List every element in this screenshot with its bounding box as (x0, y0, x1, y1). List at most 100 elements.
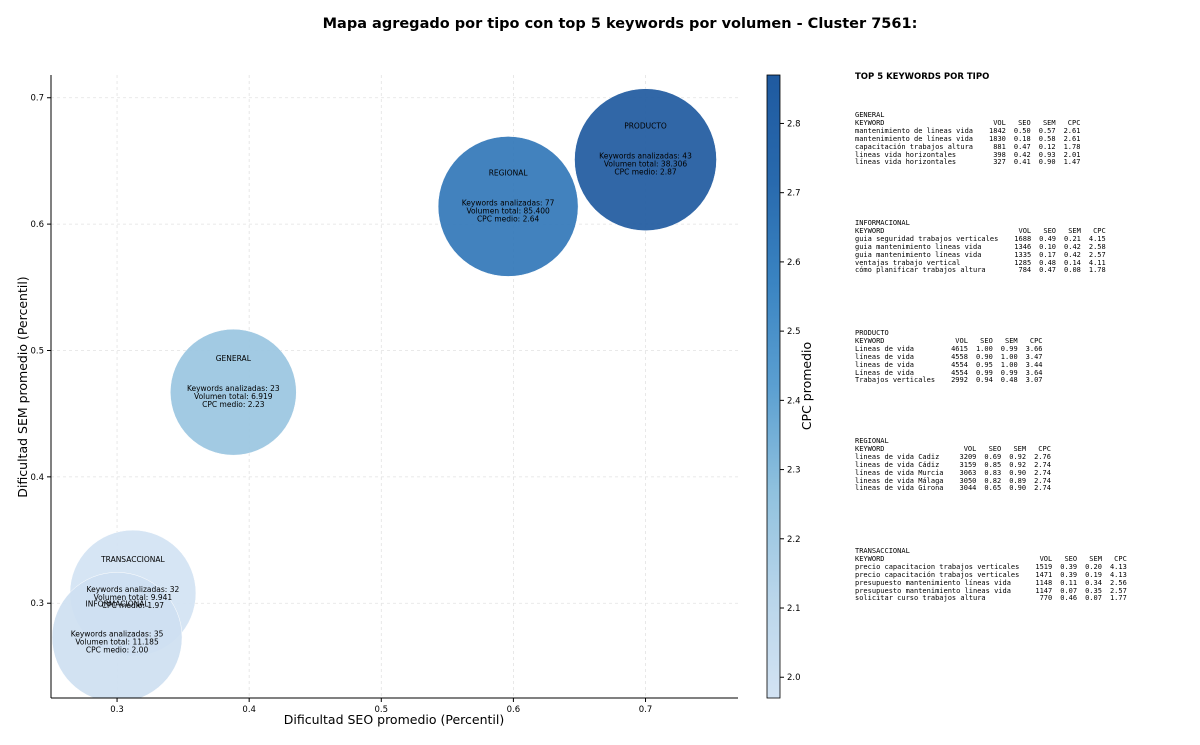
metric-cell: 4554 (951, 360, 968, 369)
metric-cell: CPC (1029, 336, 1043, 345)
metric-cell: 1335 (1014, 250, 1032, 259)
metric-cell: 2.61 (1063, 126, 1081, 135)
keyword-cell: guia mantenimiento lineas vida (855, 242, 982, 251)
table-header-row: KEYWORD VOL SEO SEM CPC (855, 227, 1106, 236)
metric-cell: 1.78 (1063, 142, 1081, 151)
metric-cell: 1148 (1035, 578, 1053, 587)
keyword-cell: mantenimiento de líneas vida (855, 134, 974, 143)
table-row: Líneas de vida 4554 0.99 0.99 3.64 (855, 368, 1043, 378)
keyword-block-general: GENERAL KEYWORD VOL SEO SEM CPC mantenimiento … (855, 111, 1081, 167)
metric-cell: 0.94 (975, 376, 993, 385)
keyword-block-regional: REGIONAL KEYWORD VOL SEO SEM CPC lineas de vid… (855, 437, 1051, 493)
metric-cell: 2.01 (1063, 150, 1081, 159)
metric-cell: 784 (1018, 266, 1032, 275)
x-tick-label: 0.6 (507, 705, 521, 715)
colorbar-label: CPC promedio (799, 342, 814, 430)
keyword-cell: lineas de vida Cádiz (855, 460, 940, 469)
metric-cell: 398 (993, 150, 1006, 159)
keyword-cell: lineas de vida (855, 360, 915, 369)
metric-cell: 4.11 (1088, 258, 1106, 267)
metric-cell: 1.47 (1063, 158, 1081, 167)
colorbar-tick-label: 2.4 (787, 396, 801, 406)
keyword-cell: precio capacitación trabajos verticales (855, 570, 1020, 579)
keyword-cell: líneas vida horizontales (855, 158, 957, 167)
metric-cell: 0.90 (1009, 484, 1027, 493)
metric-cell: 0.20 (1085, 562, 1102, 571)
keyword-cell: Líneas de vida (855, 368, 915, 377)
metric-cell: 0.12 (1038, 142, 1056, 151)
keyword-cell: guia mantenimiento líneas vida (855, 250, 982, 259)
bubble-keywords-label: Keywords analizadas: 43 (599, 152, 692, 161)
keyword-cell: KEYWORD (855, 118, 885, 127)
table-header-row: KEYWORD VOL SEO SEM CPC (855, 444, 1051, 454)
block-type-label: REGIONAL (855, 437, 889, 445)
metric-cell: 3.66 (1025, 344, 1043, 353)
metric-cell: 0.08 (1064, 266, 1081, 275)
keyword-cell: lineas de vida Málaga (855, 476, 944, 485)
block-type-label: TRANSACCIONAL (855, 547, 910, 555)
table-row: guia mantenimiento líneas vida 1335 0.17 0.… (855, 250, 1106, 260)
table-row: líneas de vida 4558 0.90 1.00 3.47 (855, 352, 1043, 362)
metric-cell: 0.07 (1060, 586, 1078, 595)
keyword-table: KEYWORD VOL SEO SEM CPC guia seguridad trabaj… (855, 227, 1106, 275)
metric-cell: 2.74 (1034, 460, 1051, 469)
metric-cell: 0.69 (984, 452, 1002, 461)
metric-cell: SEM (1005, 336, 1018, 345)
bubble-volume-label: Volumen total: 9.941 (94, 593, 173, 602)
keyword-block-producto: PRODUCTO KEYWORD VOL SEO SEM CPC Lineas de vid… (855, 329, 1043, 385)
metric-cell: VOL (993, 118, 1006, 127)
metric-cell: 2.56 (1109, 578, 1127, 587)
colorbar: 2.0 2.1 2.2 2.3 2.4 2.5 2.6 2.7 2.8 (766, 74, 801, 699)
block-type-label: INFORMACIONAL (855, 219, 910, 227)
bubble-general (170, 328, 297, 456)
metric-cell: VOL (963, 444, 977, 453)
keyword-cell: capacitación trabajos altura (855, 142, 974, 151)
y-axis-label: Dificultad SEM promedio (Percentil) (15, 276, 30, 497)
keyword-table: KEYWORD VOL SEO SEM CPC precio capacitacion t… (855, 554, 1127, 603)
keyword-cell: líneas de vida Murcia (855, 468, 944, 477)
metric-cell: 0.93 (1038, 150, 1056, 159)
keyword-cell: guia seguridad trabajos verticales (855, 234, 999, 243)
table-row: precio capacitacion trabajos verticales 1… (855, 562, 1127, 572)
metric-cell: 4615 (951, 344, 968, 353)
metric-cell: 0.89 (1009, 476, 1027, 485)
metric-cell: 0.17 (1039, 250, 1057, 259)
keyword-table: KEYWORD VOL SEO SEM CPC lineas de vida Cadiz 3… (855, 444, 1051, 493)
y-tick-label: 0.6 (30, 220, 44, 230)
table-row: solicitar curso trabajos altura 770 0.46 0.… (855, 595, 1127, 603)
metric-cell: 2.58 (1088, 242, 1106, 251)
y-tick-label: 0.7 (30, 94, 44, 104)
bubble-cpc-label: CPC medio: 2.87 (614, 168, 677, 177)
metric-cell: 0.48 (1000, 376, 1018, 385)
table-row: presupuesto mantenimiento lineas vida 114… (855, 586, 1127, 596)
metric-cell: SEM (1013, 444, 1027, 453)
metric-cell: 0.11 (1060, 578, 1078, 587)
y-tick-label: 0.4 (30, 473, 44, 483)
bubble-keywords-label: Keywords analizadas: 23 (187, 384, 280, 393)
keyword-cell: lineas de vida Cadiz (855, 452, 940, 461)
keyword-cell: lineas vida horizontales (855, 150, 957, 159)
metric-cell: SEO (988, 444, 1002, 453)
metric-cell: 0.49 (1039, 234, 1057, 243)
metric-cell: 3209 (959, 452, 977, 461)
metric-cell: 0.92 (1009, 460, 1027, 469)
metric-cell: 1.00 (975, 344, 993, 353)
metric-cell: SEM (1089, 554, 1102, 563)
metric-cell: 1285 (1014, 258, 1032, 267)
metric-cell: 0.57 (1038, 126, 1056, 135)
metric-cell: 4554 (951, 368, 968, 377)
metric-cell: 0.18 (1013, 134, 1031, 143)
metric-cell: 0.58 (1038, 134, 1056, 143)
bubble-cpc-label: CPC medio: 2.23 (202, 400, 265, 409)
metric-cell: 0.34 (1085, 578, 1102, 587)
table-row: lineas de vida 4554 0.95 1.00 3.44 (855, 360, 1043, 370)
metric-cell: 0.14 (1064, 258, 1081, 267)
metric-cell: 0.90 (975, 352, 993, 361)
bubble-cpc-label: CPC medio: 2.64 (477, 214, 540, 223)
keyword-cell: KEYWORD (855, 444, 885, 453)
keyword-cell: ventajas trabajo vertical (855, 258, 961, 267)
bubble-type-label: REGIONAL (489, 168, 529, 177)
metric-cell: 3063 (959, 468, 977, 477)
x-axis-label: Dificultad SEO promedio (Percentil) (284, 712, 504, 727)
